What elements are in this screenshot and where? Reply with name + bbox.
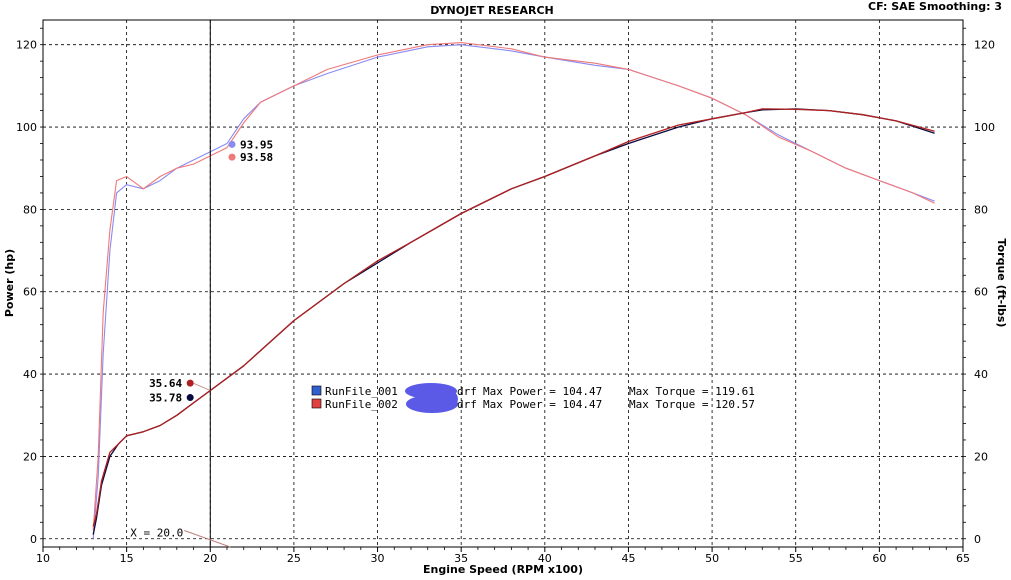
y-tick-label-left: 20 (23, 450, 37, 463)
legend-max-torque-run1: Max Torque = 119.61 (629, 385, 755, 398)
x-tick-label: 20 (203, 552, 217, 565)
y-axis-label-left: Power (hp) (3, 249, 16, 317)
y-tick-label-right: 120 (974, 39, 995, 52)
y-tick-label-right: 20 (974, 450, 988, 463)
x-tick-label: 45 (621, 552, 635, 565)
series-group (92, 42, 935, 539)
x-tick-label: 55 (789, 552, 803, 565)
y-tick-label-left: 0 (30, 533, 37, 546)
y-tick-label-right: 100 (974, 121, 995, 134)
legend-swatch-run1 (311, 385, 322, 396)
cursor-marker-run1_power (228, 140, 236, 148)
x-tick-label: 30 (371, 552, 385, 565)
y-tick-label-left: 120 (16, 39, 37, 52)
y-tick-label-right: 60 (974, 286, 988, 299)
x-tick-label: 25 (287, 552, 301, 565)
y-tick-label-left: 80 (23, 203, 37, 216)
redaction-mark (418, 386, 458, 412)
legend-max-torque-run2: Max Torque = 120.57 (629, 398, 755, 411)
settings-label: CF: SAE Smoothing: 3 (868, 0, 1002, 13)
y-tick-label-right: 0 (974, 533, 981, 546)
axes: 10 15 20 25 30 35 40 45 50 55 60 65 0 0 20 20 40 40 60 60 80… (16, 27, 995, 565)
x-tick-label: 65 (956, 552, 970, 565)
y-tick-label-right: 40 (974, 368, 988, 381)
legend-max-power-run2: Max Power = 104.47 (483, 398, 602, 411)
x-tick-label: 35 (454, 552, 468, 565)
cursor-value-run2_power: 93.58 (240, 151, 273, 164)
legend-suffix-run1: drf (457, 385, 477, 398)
series-line-run1_power (92, 44, 935, 539)
plot-area (42, 19, 964, 548)
x-tick-label: 10 (36, 552, 50, 565)
x-axis-label: Engine Speed (RPM x100) (423, 563, 583, 576)
x-tick-label: 15 (120, 552, 134, 565)
legend-swatch-run2 (311, 398, 322, 409)
cursor-value-run2_torque: 35.64 (149, 377, 182, 390)
y-tick-label-right: 80 (974, 203, 988, 216)
chart-title: DYNOJET RESEARCH (430, 4, 553, 17)
y-tick-label-left: 100 (16, 121, 37, 134)
y-tick-label-left: 40 (23, 368, 37, 381)
cursor-tag-line (184, 530, 231, 548)
x-tick-label: 60 (872, 552, 886, 565)
y-tick-label-left: 60 (23, 286, 37, 299)
cursor-label: X = 20.0 (130, 527, 183, 540)
cursor-value-run1_power: 93.95 (240, 138, 273, 151)
cursor-marker-run1_torque (186, 394, 194, 402)
series-line-run2_power (92, 42, 935, 531)
cursor-leader-line (193, 382, 211, 391)
x-tick-label: 40 (538, 552, 552, 565)
x-tick-label: 50 (705, 552, 719, 565)
cursor-value-run1_torque: 35.78 (149, 392, 182, 405)
legend: RunFile_001 RunFile_002 drf drf Max Powe… (311, 383, 755, 413)
legend-suffix-run2: drf (457, 398, 477, 411)
y-axis-label-right: Torque (ft-lbs) (995, 239, 1008, 328)
legend-file-run2: RunFile_002 (325, 398, 398, 411)
cursor-marker-run2_power (228, 153, 236, 161)
legend-file-run1: RunFile_001 (325, 385, 398, 398)
series-line-run2_torque (92, 108, 935, 527)
legend-max-power-run1: Max Power = 104.47 (483, 385, 602, 398)
cursor-marker-run2_torque (186, 379, 194, 387)
